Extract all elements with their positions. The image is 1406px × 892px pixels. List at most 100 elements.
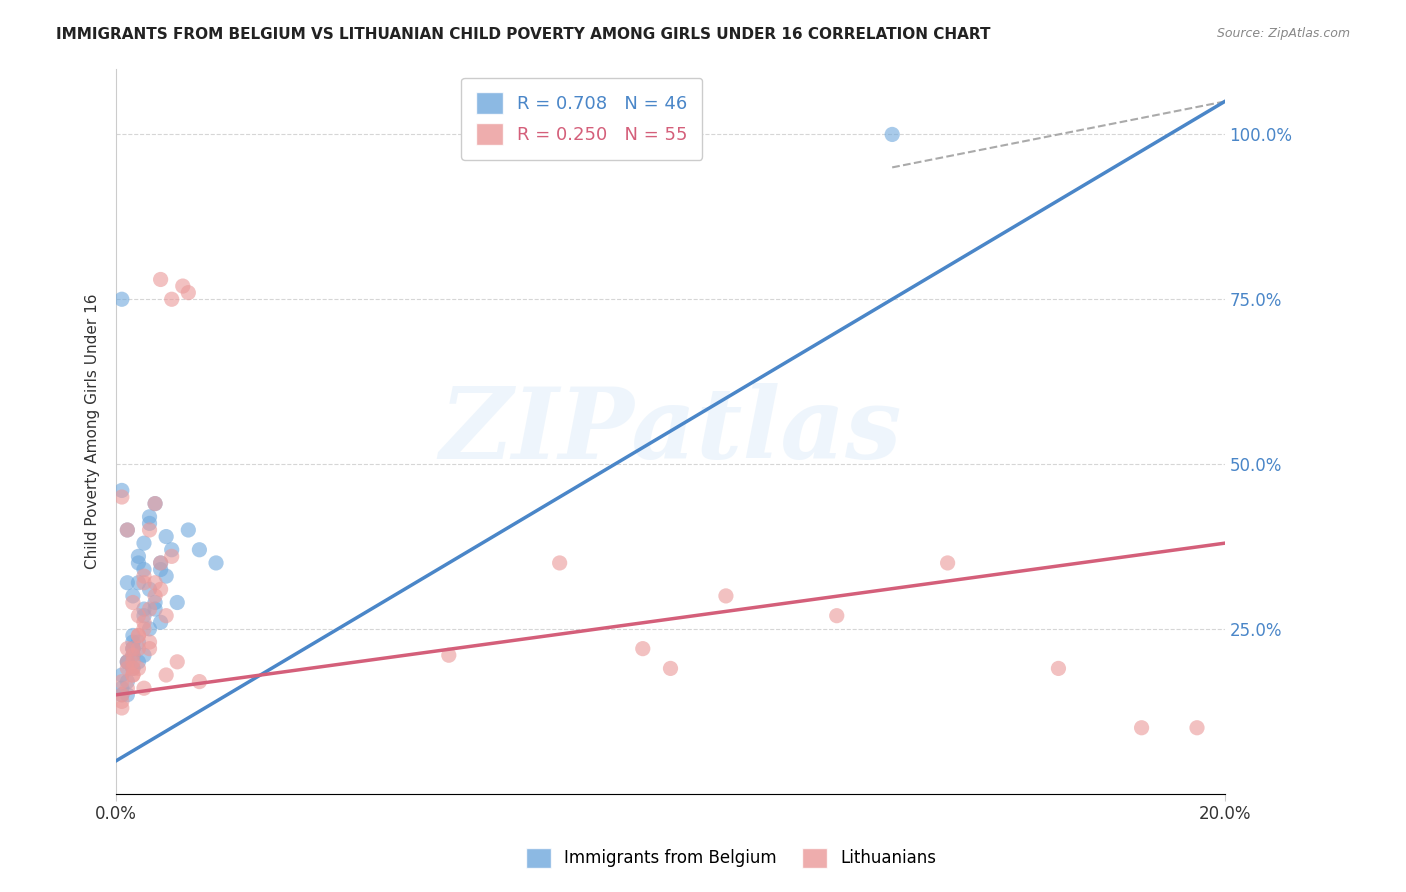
Point xyxy=(177,285,200,300)
Point xyxy=(132,562,155,576)
Point xyxy=(122,648,145,663)
Y-axis label: Child Poverty Among Girls Under 16: Child Poverty Among Girls Under 16 xyxy=(86,293,100,569)
Point xyxy=(122,641,145,656)
Point xyxy=(155,608,177,623)
Point xyxy=(143,589,166,603)
Point xyxy=(132,615,155,630)
Point xyxy=(149,556,172,570)
Point xyxy=(111,668,134,682)
Point xyxy=(138,635,160,649)
Point xyxy=(138,641,160,656)
Point xyxy=(117,641,139,656)
Point xyxy=(117,674,139,689)
Point xyxy=(155,668,177,682)
Point xyxy=(117,655,139,669)
Point xyxy=(138,602,160,616)
Point xyxy=(166,595,188,609)
Point xyxy=(117,523,139,537)
Legend: Immigrants from Belgium, Lithuanians: Immigrants from Belgium, Lithuanians xyxy=(519,841,943,875)
Point xyxy=(155,530,177,544)
Point xyxy=(127,608,149,623)
Point xyxy=(160,542,183,557)
Point xyxy=(138,582,160,597)
Point xyxy=(111,483,134,498)
Point xyxy=(1130,721,1153,735)
Point xyxy=(205,556,228,570)
Point xyxy=(122,648,145,663)
Point xyxy=(127,556,149,570)
Point xyxy=(117,575,139,590)
Point xyxy=(138,523,160,537)
Point xyxy=(132,608,155,623)
Point xyxy=(127,575,149,590)
Text: Source: ZipAtlas.com: Source: ZipAtlas.com xyxy=(1216,27,1350,40)
Point xyxy=(160,549,183,564)
Point xyxy=(1047,661,1070,675)
Point xyxy=(548,556,571,570)
Point xyxy=(143,497,166,511)
Point xyxy=(132,622,155,636)
Point xyxy=(188,542,211,557)
Point xyxy=(111,681,134,696)
Point xyxy=(149,272,172,286)
Point xyxy=(117,661,139,675)
Point xyxy=(143,595,166,609)
Point xyxy=(188,674,211,689)
Point xyxy=(111,490,134,504)
Point xyxy=(127,661,149,675)
Point xyxy=(132,648,155,663)
Point xyxy=(138,516,160,531)
Point xyxy=(111,674,134,689)
Point xyxy=(155,569,177,583)
Text: ZIPatlas: ZIPatlas xyxy=(439,383,901,479)
Point xyxy=(149,615,172,630)
Point xyxy=(437,648,460,663)
Point xyxy=(631,641,654,656)
Point xyxy=(117,688,139,702)
Point xyxy=(882,128,904,142)
Point xyxy=(1185,721,1208,735)
Point xyxy=(111,688,134,702)
Point xyxy=(127,655,149,669)
Legend: R = 0.708   N = 46, R = 0.250   N = 55: R = 0.708 N = 46, R = 0.250 N = 55 xyxy=(461,78,702,160)
Point xyxy=(659,661,682,675)
Point xyxy=(127,641,149,656)
Point xyxy=(122,655,145,669)
Point xyxy=(122,661,145,675)
Point xyxy=(111,701,134,715)
Point xyxy=(149,582,172,597)
Point xyxy=(714,589,737,603)
Point xyxy=(138,622,160,636)
Point xyxy=(825,608,848,623)
Point xyxy=(160,292,183,306)
Point xyxy=(177,523,200,537)
Point xyxy=(132,569,155,583)
Point xyxy=(122,641,145,656)
Point xyxy=(117,655,139,669)
Text: IMMIGRANTS FROM BELGIUM VS LITHUANIAN CHILD POVERTY AMONG GIRLS UNDER 16 CORRELA: IMMIGRANTS FROM BELGIUM VS LITHUANIAN CH… xyxy=(56,27,991,42)
Point xyxy=(127,635,149,649)
Point xyxy=(132,681,155,696)
Point xyxy=(143,602,166,616)
Point xyxy=(122,641,145,656)
Point xyxy=(132,602,155,616)
Point xyxy=(122,661,145,675)
Point xyxy=(127,549,149,564)
Point xyxy=(166,655,188,669)
Point xyxy=(132,575,155,590)
Point xyxy=(111,292,134,306)
Point xyxy=(172,279,194,293)
Point xyxy=(127,628,149,642)
Point xyxy=(122,628,145,642)
Point xyxy=(117,655,139,669)
Point xyxy=(143,497,166,511)
Point xyxy=(143,575,166,590)
Point xyxy=(127,628,149,642)
Point xyxy=(149,562,172,576)
Point xyxy=(117,523,139,537)
Point xyxy=(117,681,139,696)
Point xyxy=(122,668,145,682)
Point xyxy=(138,509,160,524)
Point xyxy=(936,556,959,570)
Point xyxy=(122,635,145,649)
